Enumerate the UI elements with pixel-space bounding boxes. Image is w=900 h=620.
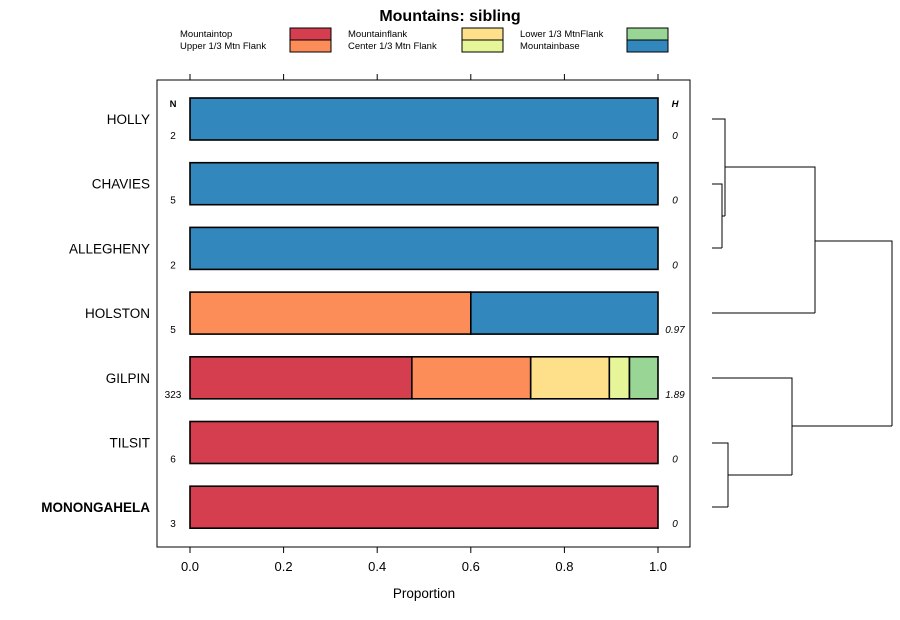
legend-swatch bbox=[289, 27, 332, 41]
bar-segment bbox=[529, 355, 611, 400]
chart-title: Mountains: sibling bbox=[379, 8, 520, 25]
category-label: MONONGAHELA bbox=[41, 500, 150, 515]
category-label: HOLSTON bbox=[85, 306, 150, 321]
n-value: 5 bbox=[170, 196, 176, 207]
n-value: 3 bbox=[170, 519, 176, 530]
legend-swatch bbox=[461, 39, 504, 53]
dendrogram bbox=[712, 118, 893, 508]
category-label: TILSIT bbox=[109, 436, 150, 451]
x-tick-label: 0.6 bbox=[462, 559, 480, 574]
bar-segment bbox=[608, 355, 631, 400]
bar-segment bbox=[411, 355, 532, 400]
h-value: 0 bbox=[672, 131, 678, 142]
bar-row: ALLEGHENY 2 0 bbox=[69, 226, 678, 271]
bar-segment bbox=[469, 291, 659, 335]
plot-frame bbox=[156, 79, 691, 548]
legend-label: Mountainbase bbox=[520, 41, 580, 52]
h-value: 0 bbox=[672, 519, 678, 530]
n-column-header: N bbox=[170, 99, 177, 110]
h-column-header: H bbox=[672, 99, 680, 110]
bar-row: TILSIT 6 0 bbox=[109, 420, 678, 466]
legend-swatch bbox=[461, 27, 504, 41]
bar-segment bbox=[628, 355, 659, 400]
bar-segment bbox=[189, 485, 659, 530]
bar-row: HOLLY 2 0 bbox=[107, 97, 678, 142]
legend-swatch bbox=[626, 39, 669, 53]
n-value: 5 bbox=[170, 325, 176, 336]
legend-swatch bbox=[289, 39, 332, 53]
x-tick-label: 0.0 bbox=[181, 559, 199, 574]
legend-swatch bbox=[626, 27, 669, 41]
x-tick-label: 0.2 bbox=[275, 559, 293, 574]
bar-segment bbox=[189, 97, 659, 141]
legend-label: Center 1/3 Mtn Flank bbox=[348, 41, 437, 52]
bar-row: HOLSTON 5 0.97 bbox=[85, 291, 685, 336]
h-value: 0 bbox=[672, 196, 678, 207]
bar-segment bbox=[189, 226, 659, 271]
dendrogram-branch bbox=[712, 118, 893, 508]
category-label: HOLLY bbox=[107, 112, 150, 127]
x-axis: 0.0 0.2 0.4 0.6 0.8 1.0 bbox=[181, 74, 667, 574]
legend-label: Upper 1/3 Mtn Flank bbox=[180, 41, 266, 52]
bar-segment bbox=[189, 161, 659, 206]
bar-segment bbox=[189, 420, 659, 465]
n-value: 323 bbox=[165, 390, 182, 401]
h-value: 0.97 bbox=[665, 325, 685, 336]
bar-row: CHAVIES 5 0 bbox=[92, 161, 678, 207]
h-value: 0 bbox=[672, 260, 678, 271]
n-value: 2 bbox=[170, 260, 176, 271]
legend-label: Lower 1/3 MtnFlank bbox=[520, 29, 604, 40]
bars: HOLLY 2 0 CHAVIES 5 0 ALLEGHENY 2 0 HOLSTON 5 0.97 G… bbox=[41, 97, 685, 530]
category-label: ALLEGHENY bbox=[69, 241, 150, 256]
x-tick-label: 0.4 bbox=[368, 559, 386, 574]
x-tick-label: 0.8 bbox=[555, 559, 573, 574]
x-tick-label: 1.0 bbox=[649, 559, 667, 574]
h-value: 1.89 bbox=[665, 390, 685, 401]
category-label: GILPIN bbox=[106, 371, 150, 386]
legend-label: Mountainflank bbox=[348, 29, 407, 40]
n-value: 6 bbox=[170, 455, 176, 466]
legend-label: Mountaintop bbox=[180, 29, 232, 40]
n-value: 2 bbox=[170, 131, 176, 142]
bar-segment bbox=[189, 355, 413, 400]
category-label: CHAVIES bbox=[92, 177, 150, 192]
h-value: 0 bbox=[672, 455, 678, 466]
x-axis-label: Proportion bbox=[393, 586, 455, 601]
bar-row: MONONGAHELA 3 0 bbox=[41, 485, 678, 530]
bar-row: GILPIN 323 1.89 bbox=[106, 355, 685, 401]
bar-segment bbox=[189, 291, 472, 335]
